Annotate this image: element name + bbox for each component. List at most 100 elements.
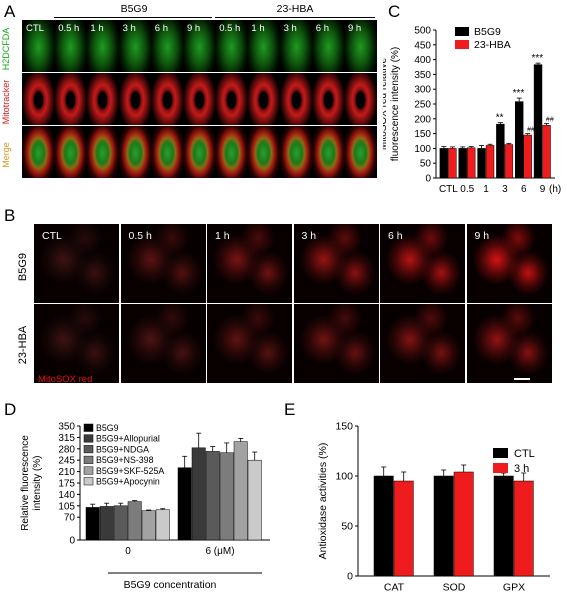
panel-a-column-label: 6 h <box>154 23 169 34</box>
y-tick-label: 245 <box>58 456 75 467</box>
panel-b-column-label: CTL <box>42 230 62 242</box>
panel-a-micrograph: 9 h <box>344 20 377 72</box>
panel-a-column-label: 9 h <box>348 23 362 34</box>
panel-a-group-line-b5g9 <box>54 17 212 18</box>
panel-letter-e: E <box>284 400 296 419</box>
legend-swatch <box>493 463 508 473</box>
bar <box>141 510 156 541</box>
panel-a-micrograph <box>86 73 120 125</box>
panel-b-column-label: 1 h <box>215 230 230 242</box>
y-tick-label: 280 <box>58 444 75 455</box>
panel-a-micrograph <box>86 126 120 178</box>
panel-a-micrograph <box>311 126 345 178</box>
panel-a-column-label: 0.5 h <box>219 23 241 34</box>
panel-a-micrograph <box>22 126 55 178</box>
x-axis-unit: (h) <box>549 184 561 195</box>
panel-a-column-label: 1 h <box>251 23 265 34</box>
legend-swatch <box>83 466 94 475</box>
panel-a-micrograph: 0.5 h <box>215 20 249 72</box>
significance-marker: ** <box>496 113 504 124</box>
panel-a-micrograph: CTL <box>22 20 55 72</box>
panel-b-micrograph <box>380 304 465 383</box>
panel-a-micrograph: 1 h <box>86 20 120 72</box>
panel-a-column-label: 6 h <box>315 23 330 34</box>
bar <box>458 148 467 179</box>
y-tick-label: 210 <box>58 467 75 478</box>
x-tick-label: 0.5 <box>460 184 474 195</box>
bar <box>542 125 551 179</box>
panel-a-micrograph <box>118 73 152 125</box>
panel-a-micrograph <box>22 73 55 125</box>
bar <box>496 123 505 179</box>
panel-a-micrograph <box>247 126 281 178</box>
y-tick-label: 105 <box>58 501 75 512</box>
chart-e: 0 50 100 150 Antioxidase activities (%) CAT SO… <box>317 421 550 592</box>
panel-a-micrograph: 6 h <box>311 20 345 72</box>
panel-a-micrograph <box>247 73 281 125</box>
y-tick-label: 400 <box>414 55 431 66</box>
panel-b-row-label-b5g9: B5G9 <box>17 252 29 282</box>
panel-b-micrograph: 6 h <box>380 224 465 303</box>
panel-a-micrograph: 3 h <box>279 20 313 72</box>
panel-a-micrograph <box>344 126 377 178</box>
panel-b-micrograph: 0.5 h <box>120 224 206 303</box>
panel-a-micrograph <box>183 73 216 125</box>
y-tick-label: 0 <box>425 174 431 185</box>
panel-letter-c: C <box>388 2 401 21</box>
y-axis-label: Relative fluorescence <box>20 435 31 531</box>
x-tick-label: SOD <box>443 582 466 592</box>
bar <box>127 501 142 541</box>
panel-a-micrograph <box>54 126 88 178</box>
panel-a-row-label-mitotracker: Mitotracker <box>1 79 11 125</box>
panel-b-stain-label: MitoSOX red <box>38 374 93 385</box>
panel-a-micrograph: 1 h <box>247 20 281 72</box>
panel-a-row-label-h2dcfda: H2DCFDA <box>1 27 11 71</box>
bar <box>99 506 114 541</box>
panel-b-row-label-23hba: 23-HBA <box>17 325 29 365</box>
bar <box>433 475 454 577</box>
panel-letter-a: A <box>4 2 16 21</box>
bar <box>533 64 543 179</box>
bar <box>205 451 220 541</box>
x-tick-label: 1 <box>483 184 489 195</box>
y-tick-label: 315 <box>58 433 75 444</box>
legend-swatch <box>455 27 469 36</box>
panel-b-micrograph: 1 h <box>207 224 292 303</box>
bar <box>155 509 170 541</box>
panel-a-micrograph <box>54 73 88 125</box>
panel-a-column-label: CTL <box>26 23 44 34</box>
legend-label: B5G9 <box>96 423 119 433</box>
panel-a-micrograph: 6 h <box>150 20 184 72</box>
legend-label: CTL <box>514 448 535 460</box>
significance-marker: ## <box>546 117 554 124</box>
panel-a-micrograph: 3 h <box>118 20 152 72</box>
significance-marker: *** <box>531 53 543 64</box>
panel-a-micrograph <box>279 73 313 125</box>
panel-b-micrograph: 9 h <box>466 224 552 303</box>
panel-a-column-label: 0.5 h <box>58 23 80 34</box>
bar <box>493 475 514 577</box>
x-axis-label: B5G9 concentration <box>124 579 217 591</box>
panel-b-micrograph <box>207 304 292 383</box>
panel-a-group-label-23hba: 23-HBA <box>276 3 314 15</box>
bar <box>219 452 234 541</box>
panel-letter-b: B <box>4 206 16 225</box>
bar <box>373 475 394 577</box>
legend-swatch <box>493 448 508 458</box>
bar <box>504 144 514 179</box>
y-tick-label: 300 <box>414 85 431 96</box>
x-tick-label: 6 (μM) <box>205 546 234 557</box>
panel-a-group-label-b5g9: B5G9 <box>120 3 148 15</box>
y-tick-label: 250 <box>414 100 431 111</box>
bar <box>393 480 414 577</box>
panel-a-column-label: 9 h <box>187 23 201 34</box>
legend-label: B5G9+Allopurial <box>96 434 160 444</box>
legend-label: B5G9+SKF-525A <box>96 466 164 476</box>
x-tick-label: 0 <box>125 546 131 557</box>
y-tick-label: 100 <box>414 144 431 155</box>
bar <box>513 480 534 577</box>
panel-a-column-label: 3 h <box>122 23 136 34</box>
panel-a-micrograph <box>215 73 249 125</box>
y-axis-label: fluorescence intensity (%) <box>390 47 401 162</box>
